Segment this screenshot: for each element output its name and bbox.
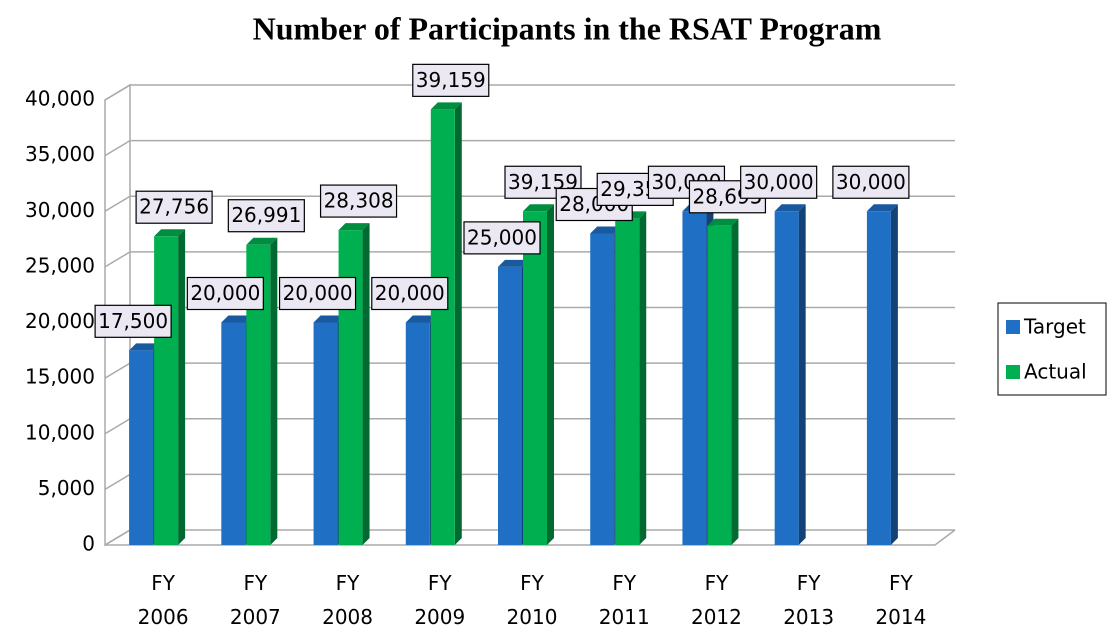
bar-face	[246, 244, 271, 545]
y-tick-label: 5,000	[38, 476, 95, 500]
bar-face	[523, 204, 554, 212]
data-label-box	[463, 221, 541, 255]
bar-face	[498, 266, 522, 545]
x-tick-label: FY 2010	[506, 571, 558, 629]
bar-face	[890, 204, 898, 545]
bar	[707, 218, 739, 545]
data-label-box	[371, 276, 449, 311]
y-tick-label: 25,000	[25, 253, 95, 277]
data-label: 20,000	[190, 281, 260, 305]
data-label-box	[186, 276, 264, 311]
bar	[246, 237, 278, 545]
data-label: 39,159	[416, 68, 486, 92]
bar-face	[590, 226, 622, 234]
data-label-box	[832, 165, 910, 199]
bar-face	[590, 233, 615, 545]
bar-face	[866, 204, 898, 212]
data-label-box	[227, 199, 305, 233]
data-label: 30,000	[744, 170, 814, 194]
x-tick-label: FY 2013	[783, 571, 835, 629]
x-tick-label: FY 2011	[598, 571, 650, 629]
chart-title: Number of Participants in the RSAT Progr…	[253, 10, 882, 46]
data-label: 17,500	[98, 309, 168, 333]
bar-face	[774, 204, 806, 212]
data-label: 27,756	[139, 195, 209, 219]
legend-label: Target	[1023, 315, 1086, 339]
data-label-box	[412, 63, 490, 97]
bar	[523, 204, 554, 545]
data-label-box	[278, 276, 357, 311]
data-label: 20,000	[375, 281, 445, 305]
bar-face	[547, 204, 554, 545]
bar-face	[313, 315, 345, 323]
bar	[154, 229, 186, 546]
bar-face	[362, 223, 370, 546]
bar-face	[338, 223, 370, 231]
bar-face	[498, 259, 529, 267]
data-label: 28,308	[324, 189, 394, 213]
legend-box	[997, 302, 1107, 396]
y-tick-label: 40,000	[25, 87, 95, 111]
bar-face	[707, 218, 739, 226]
bar-face	[405, 315, 437, 323]
legend-swatch	[1006, 320, 1020, 334]
x-tick-label: FY 2009	[414, 571, 466, 629]
bar-face	[615, 218, 640, 545]
bar-face	[313, 322, 338, 545]
x-tick-label: FY 2006	[137, 571, 189, 629]
bar-face	[405, 322, 430, 545]
y-tick-label: 30,000	[25, 198, 95, 222]
x-tick-label: FY 2014	[875, 571, 927, 629]
bar-face	[639, 211, 647, 545]
bar-face	[129, 343, 161, 351]
legend-swatch	[1006, 365, 1020, 379]
data-label-box	[740, 165, 818, 199]
bar	[866, 204, 898, 545]
x-tick-label: FY 2007	[229, 571, 281, 629]
bar-face	[731, 218, 739, 545]
data-label-box	[319, 184, 398, 218]
bar-face	[154, 229, 186, 237]
legend-label: Actual	[1024, 360, 1087, 384]
grid-line	[104, 84, 955, 101]
y-tick-label: 20,000	[25, 309, 95, 333]
bar-face	[866, 211, 891, 545]
bar-face	[798, 204, 806, 545]
bar-face	[523, 211, 547, 545]
bar-face	[682, 211, 707, 545]
bar-face	[774, 211, 799, 545]
bar	[338, 223, 370, 546]
y-tick-label: 0	[82, 532, 95, 556]
bar-face	[154, 236, 179, 546]
data-label-box	[135, 190, 213, 224]
bar-face	[430, 102, 462, 110]
bar-face	[178, 229, 186, 546]
data-label: 20,000	[283, 281, 353, 305]
y-tick-label: 35,000	[25, 142, 95, 166]
bar-face	[129, 350, 154, 545]
y-tick-label: 10,000	[25, 420, 95, 444]
bar	[774, 204, 806, 545]
grid-line	[104, 251, 955, 268]
bar-face	[246, 237, 278, 245]
bar-face	[430, 109, 455, 545]
data-label: 30,000	[836, 170, 906, 194]
data-label: 25,000	[467, 225, 537, 249]
bar-face	[221, 322, 246, 545]
bar	[430, 102, 462, 545]
grid-line	[104, 139, 955, 157]
bar	[615, 211, 647, 545]
x-tick-label: FY 2008	[322, 571, 373, 629]
data-label: 26,991	[231, 203, 301, 227]
x-tick-label: FY 2012	[690, 571, 742, 629]
bar-face	[221, 315, 253, 323]
data-label-box	[94, 304, 172, 338]
bar-face	[270, 237, 278, 545]
bar-face	[707, 225, 732, 545]
bar-face	[454, 102, 462, 545]
floor	[105, 529, 956, 546]
y-tick-label: 15,000	[25, 365, 95, 389]
